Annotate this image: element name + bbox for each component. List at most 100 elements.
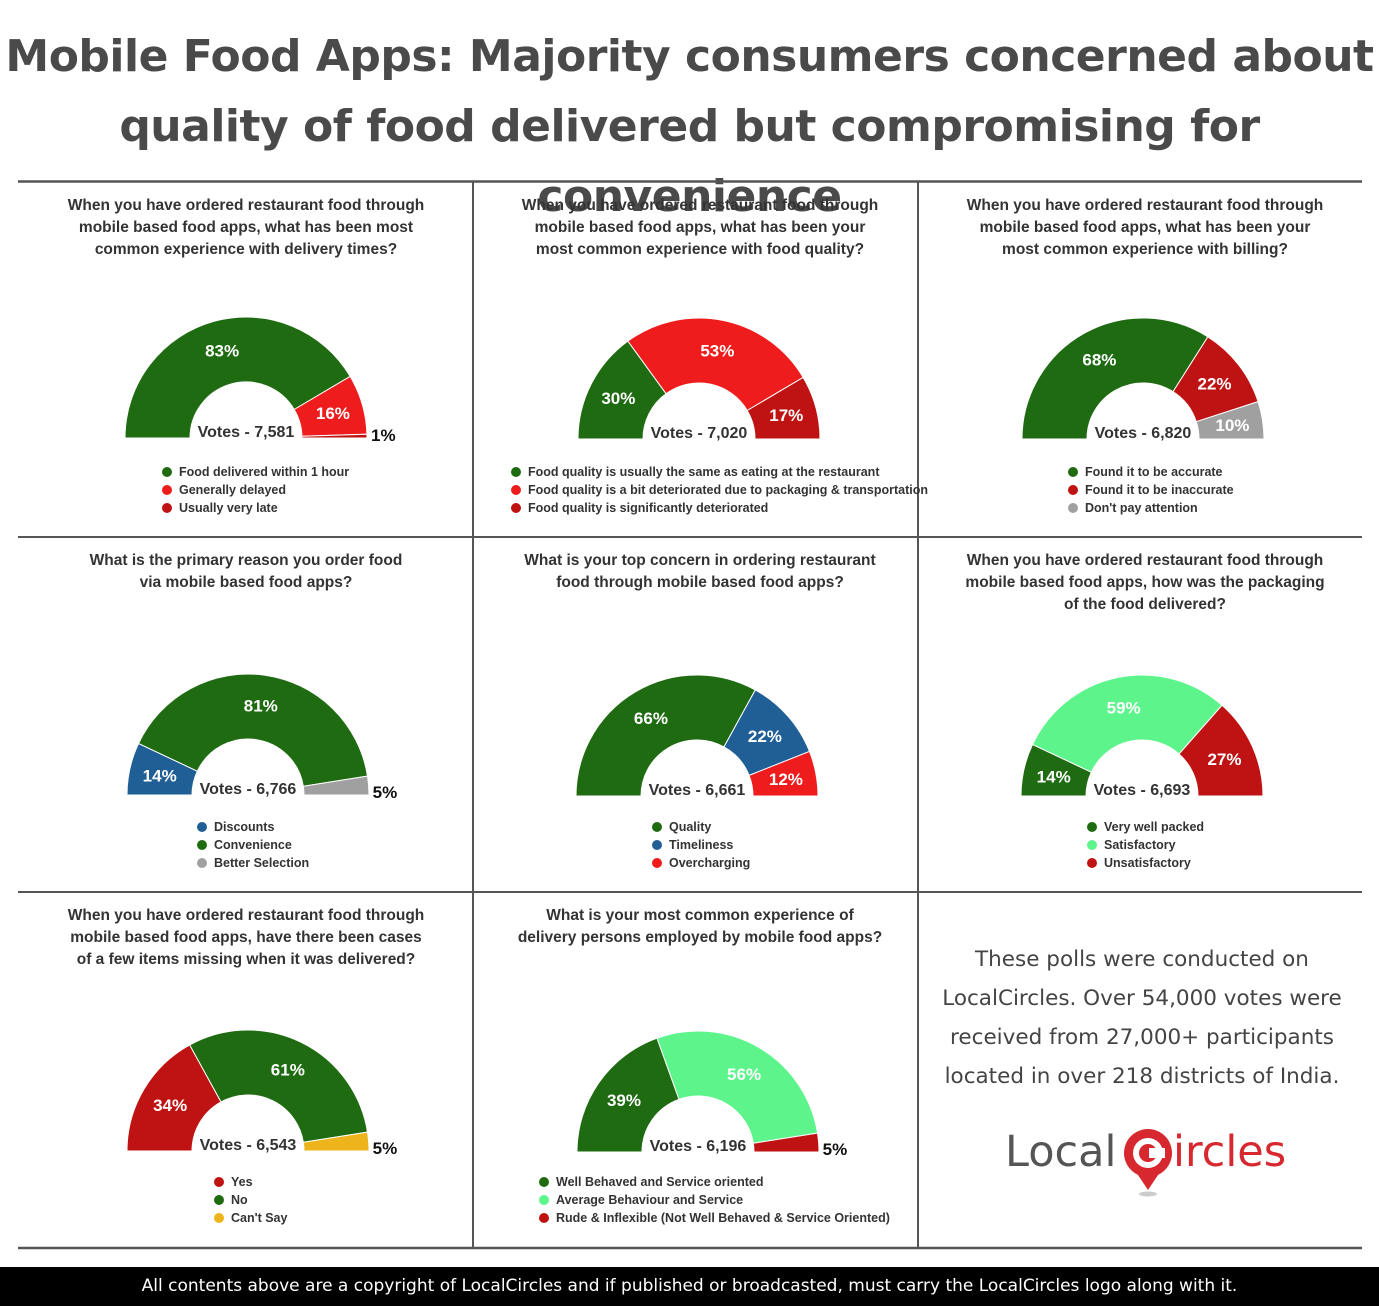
question-line: most common experience with billing? [1002,241,1288,258]
legend-dot-icon [539,1177,549,1187]
title-line-2: quality of food delivered but compromisi… [119,101,1260,222]
poll-panel: When you have ordered restaurant food th… [919,183,1371,538]
legend-label: Food quality is a bit deteriorated due t… [528,483,929,497]
semi-donut-chart: 14% 59% 27% Votes - 6,693 [1020,674,1264,799]
slice-percent-label: 10% [1215,416,1249,435]
legend-dot-icon [214,1213,224,1223]
question-line: When you have ordered restaurant food th… [966,552,1324,569]
legend-item: Better Selection [197,856,309,870]
logo-text-right: ircles [1173,1127,1286,1177]
logo-text-left: Local [1005,1127,1116,1177]
slice-food-quality-is-significantly-deteriorated [746,376,821,440]
question-line: When you have ordered restaurant food th… [67,197,425,214]
poll-question: What is the primary reason you order foo… [50,550,442,594]
legend-dot-icon [539,1195,549,1205]
question-line: What is your top concern in ordering res… [524,552,876,569]
poll-panel: When you have ordered restaurant food th… [919,538,1371,893]
note-line: located in over 218 districts of India. [944,1064,1340,1089]
votes-count-label: Votes - 6,820 [1095,425,1192,442]
slice-usually-very-late [301,433,368,439]
legend-item: Very well packed [1087,820,1204,834]
legend-dot-icon [1087,858,1097,868]
votes-count-label: Votes - 6,196 [650,1138,747,1155]
question-line: mobile based food apps, what has been mo… [78,219,414,236]
legend-dot-icon [1068,485,1078,495]
legend-dot-icon [197,840,207,850]
semi-donut-chart: 66% 22% 12% Votes - 6,661 [575,674,819,799]
poll-question: What is your most common experience of de… [504,905,896,949]
poll-question: When you have ordered restaurant food th… [50,195,442,261]
semi-donut-chart: 68% 22% 10% Votes - 6,820 [1021,317,1265,442]
slice-satisfactory [1031,674,1223,773]
legend-dot-icon [1068,467,1078,477]
legend-item: Overcharging [652,856,750,870]
slice-percent-label: 5% [373,1139,398,1158]
semi-donut-chart: 39% 56% 5% Votes - 6,196 [576,1030,847,1159]
legend-label: Yes [231,1175,253,1189]
poll-panel: When you have ordered restaurant food th… [20,893,472,1248]
votes-count-label: Votes - 7,020 [651,425,748,442]
legend-dot-icon [162,467,172,477]
legend-label: Found it to be accurate [1085,465,1223,479]
semi-donut-chart: 83% 16% 1% Votes - 7,581 [124,316,396,445]
slice-convenience [137,673,369,787]
slice-percent-label: 22% [1197,375,1231,394]
poll-question: When you have ordered restaurant food th… [949,550,1341,616]
legend-dot-icon [539,1213,549,1223]
slice-percent-label: 39% [607,1091,641,1110]
slice-percent-label: 81% [244,696,278,715]
legend-item: Average Behaviour and Service [539,1193,743,1207]
legend-dot-icon [511,485,521,495]
slice-well-behaved-and-service-oriented [576,1037,680,1153]
poll-panel: When you have ordered restaurant food th… [20,183,472,538]
legend-label: Unsatisfactory [1104,856,1191,870]
question-line: most common experience with food quality… [535,241,865,258]
legend-item: Food delivered within 1 hour [162,465,349,479]
slice-unsatisfactory [1178,704,1264,797]
legend-dot-icon [214,1195,224,1205]
slice-percent-label: 34% [153,1096,187,1115]
survey-note: These polls were conducted on LocalCircl… [935,940,1349,1096]
legend-dot-icon [652,840,662,850]
question-line: What is the primary reason you order foo… [89,552,403,569]
legend-dot-icon [214,1177,224,1187]
question-line: of a few items missing when it was deliv… [76,951,416,968]
legend-label: Quality [669,820,712,834]
title-line-1: Mobile Food Apps: Majority consumers con… [5,31,1374,82]
note-line: These polls were conducted on [975,947,1309,972]
votes-count-label: Votes - 7,581 [198,424,295,441]
legend-label: Convenience [214,838,292,852]
slice-percent-label: 12% [769,770,803,789]
slice-percent-label: 16% [316,404,350,423]
slice-percent-label: 61% [271,1061,305,1080]
slice-percent-label: 30% [601,389,635,408]
slice-percent-label: 68% [1082,351,1116,370]
legend-item: Food quality is significantly deteriorat… [511,501,768,515]
slice-food-quality-is-a-bit-deteriorated-due-to-packaging-transportation [627,317,804,412]
logo-pin-icon [1124,1129,1172,1197]
poll-question: When you have ordered restaurant food th… [504,195,896,261]
poll-question: When you have ordered restaurant food th… [50,905,442,971]
legend-item: Found it to be inaccurate [1068,483,1234,497]
semi-donut-chart: 14% 81% 5% Votes - 6,766 [126,673,397,802]
legend-label: Food quality is usually the same as eati… [528,465,880,479]
legend-dot-icon [1068,503,1078,513]
question-line: via mobile based food apps? [139,574,353,591]
legend-item: Food quality is usually the same as eati… [511,465,879,479]
slice-quality [575,674,756,797]
slice-percent-label: 53% [700,341,734,360]
question-line: When you have ordered restaurant food th… [67,907,425,924]
slice-percent-label: 17% [769,406,803,425]
legend-label: Discounts [214,820,275,834]
legend-dot-icon [197,822,207,832]
question-line: food through mobile based food apps? [556,574,844,591]
legend-item: Unsatisfactory [1087,856,1191,870]
legend-dot-icon [1087,822,1097,832]
slice-percent-label: 27% [1207,750,1241,769]
question-line: mobile based food apps, what has been yo… [979,219,1311,236]
note-line: received from 27,000+ participants [950,1025,1334,1050]
question-line: mobile based food apps, what has been yo… [534,219,866,236]
legend-label: Food quality is significantly deteriorat… [528,501,769,515]
legend-label: Timeliness [669,838,734,852]
legend-dot-icon [197,858,207,868]
